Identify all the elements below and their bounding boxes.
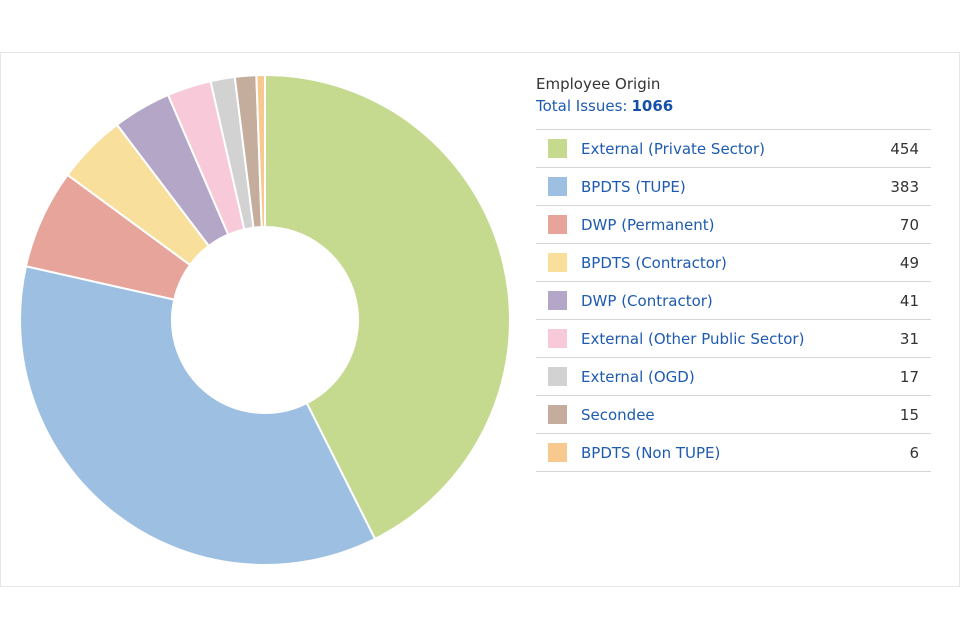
legend-label: BPDTS (Non TUPE) bbox=[581, 443, 721, 462]
legend-swatch bbox=[548, 367, 567, 386]
legend-value: 17 bbox=[899, 367, 919, 386]
legend-item[interactable]: External (Private Sector) 454 bbox=[536, 130, 931, 168]
legend-label: Secondee bbox=[581, 405, 655, 424]
donut-slice[interactable] bbox=[264, 73, 511, 541]
legend-swatch bbox=[548, 177, 567, 196]
legend-item[interactable]: External (OGD) 17 bbox=[536, 358, 931, 396]
legend-value: 70 bbox=[899, 215, 919, 234]
legend-value: 383 bbox=[890, 177, 919, 196]
donut-chart bbox=[19, 73, 511, 566]
legend-label: DWP (Contractor) bbox=[581, 291, 713, 310]
legend-label: DWP (Permanent) bbox=[581, 215, 715, 234]
legend-item[interactable]: DWP (Permanent) 70 bbox=[536, 206, 931, 244]
legend-value: 49 bbox=[899, 253, 919, 272]
legend: Employee Origin Total Issues: 1066 Extern… bbox=[536, 73, 931, 472]
total-issues: Total Issues: 1066 bbox=[536, 95, 931, 117]
total-label: Total Issues: bbox=[536, 97, 628, 115]
legend-table: External (Private Sector) 454 BPDTS (TUPE)… bbox=[536, 129, 931, 472]
legend-item[interactable]: BPDTS (TUPE) 383 bbox=[536, 168, 931, 206]
legend-value: 6 bbox=[909, 443, 919, 462]
donut-slice[interactable] bbox=[19, 265, 377, 566]
legend-label: External (Private Sector) bbox=[581, 139, 765, 158]
legend-value: 15 bbox=[899, 405, 919, 424]
legend-item[interactable]: External (Other Public Sector) 31 bbox=[536, 320, 931, 358]
chart-title: Employee Origin bbox=[536, 75, 661, 93]
legend-value: 31 bbox=[899, 329, 919, 348]
legend-value: 41 bbox=[899, 291, 919, 310]
legend-swatch bbox=[548, 291, 567, 310]
legend-swatch bbox=[548, 139, 567, 158]
legend-value: 454 bbox=[890, 139, 919, 158]
legend-swatch bbox=[548, 443, 567, 462]
legend-item[interactable]: Secondee 15 bbox=[536, 396, 931, 434]
legend-swatch bbox=[548, 329, 567, 348]
chart-card: Employee Origin Total Issues: 1066 Extern… bbox=[0, 52, 960, 587]
legend-item[interactable]: DWP (Contractor) 41 bbox=[536, 282, 931, 320]
legend-swatch bbox=[548, 405, 567, 424]
legend-label: BPDTS (TUPE) bbox=[581, 177, 686, 196]
legend-label: External (Other Public Sector) bbox=[581, 329, 805, 348]
legend-swatch bbox=[548, 253, 567, 272]
legend-item[interactable]: BPDTS (Contractor) 49 bbox=[536, 244, 931, 282]
donut-slice[interactable] bbox=[255, 73, 266, 229]
legend-label: External (OGD) bbox=[581, 367, 695, 386]
legend-swatch bbox=[548, 215, 567, 234]
legend-item[interactable]: BPDTS (Non TUPE) 6 bbox=[536, 434, 931, 472]
total-value: 1066 bbox=[631, 97, 674, 115]
legend-label: BPDTS (Contractor) bbox=[581, 253, 727, 272]
